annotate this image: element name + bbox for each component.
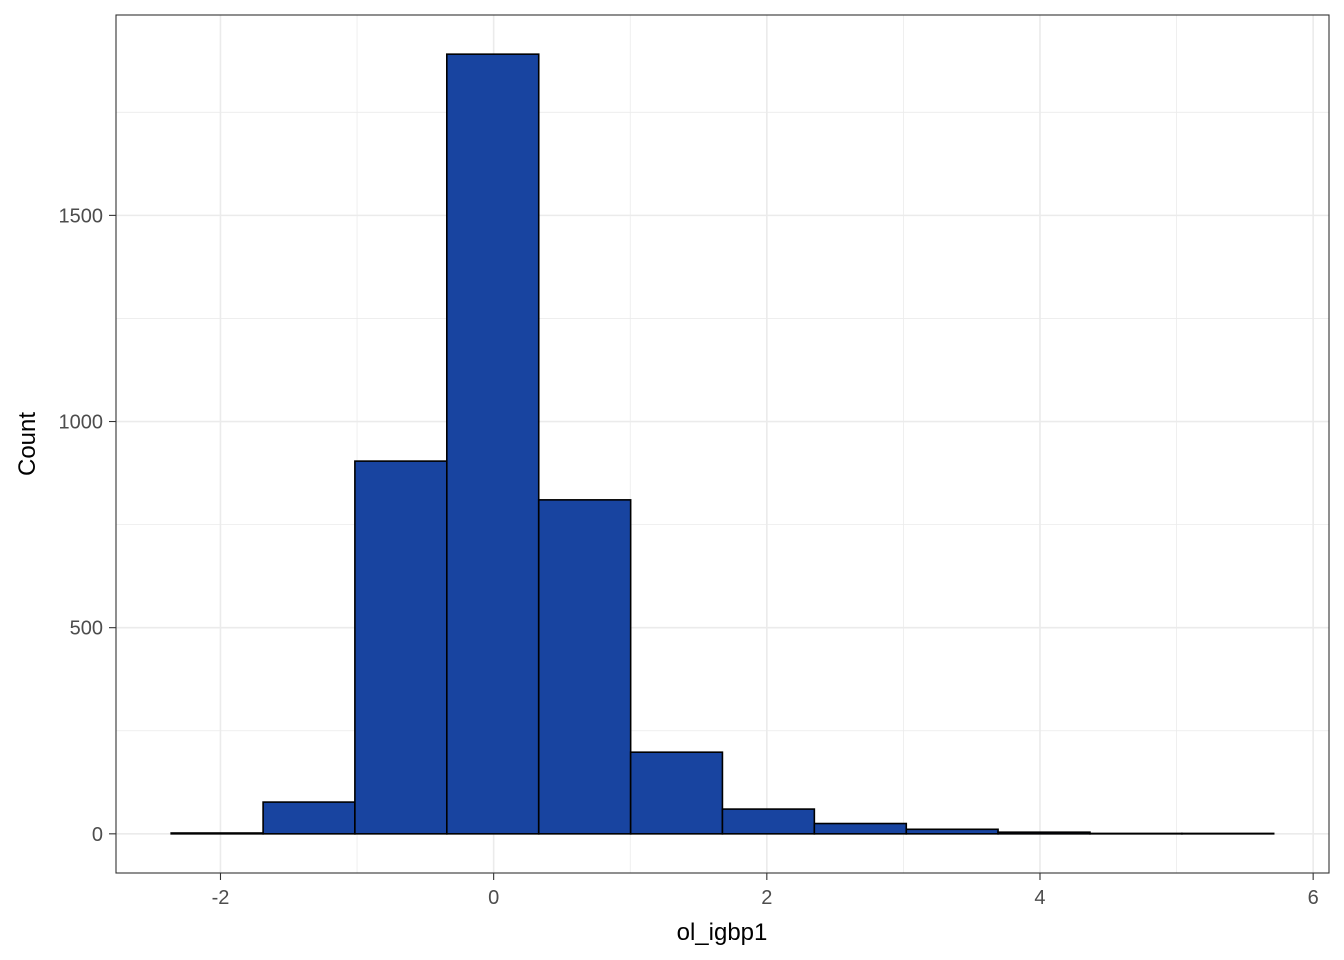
histogram-bar xyxy=(629,751,724,835)
x-tick-label: 6 xyxy=(1308,887,1319,909)
histogram-bar xyxy=(262,801,356,835)
y-axis-title: Count xyxy=(14,412,41,476)
histogram-bar xyxy=(170,832,264,835)
histogram-bar xyxy=(905,828,999,835)
minor-gridlines xyxy=(116,15,1329,873)
histogram-bar xyxy=(446,53,540,835)
histogram-bar xyxy=(721,808,816,835)
x-tick-label: 4 xyxy=(1034,887,1045,909)
y-axis: 0 500 1000 1500 xyxy=(59,205,116,846)
y-tick-label: 1000 xyxy=(59,412,104,434)
x-tick-label: 2 xyxy=(761,887,772,909)
x-axis: -2 0 2 4 6 xyxy=(212,873,1319,909)
histogram-bar xyxy=(537,499,632,835)
x-axis-title: ol_igbp1 xyxy=(677,919,768,946)
plot-panel-border xyxy=(115,14,1330,874)
histogram-bar xyxy=(354,460,448,835)
y-tick-label: 500 xyxy=(70,618,103,640)
histogram-bar xyxy=(997,831,1091,835)
histogram-bar xyxy=(813,822,908,835)
plot-panel-background xyxy=(116,15,1329,873)
x-tick-label: 0 xyxy=(488,887,499,909)
y-tick-label: 1500 xyxy=(59,205,104,227)
y-tick-label: 0 xyxy=(92,824,103,846)
histogram-bars xyxy=(170,53,1275,835)
x-tick-label: -2 xyxy=(212,887,230,909)
